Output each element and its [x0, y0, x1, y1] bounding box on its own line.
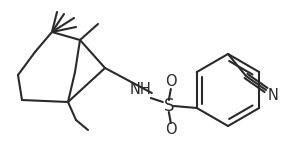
Text: NH: NH: [130, 83, 152, 97]
Text: N: N: [268, 87, 278, 103]
Text: S: S: [164, 97, 174, 115]
Text: O: O: [165, 75, 177, 90]
Text: O: O: [165, 122, 177, 138]
